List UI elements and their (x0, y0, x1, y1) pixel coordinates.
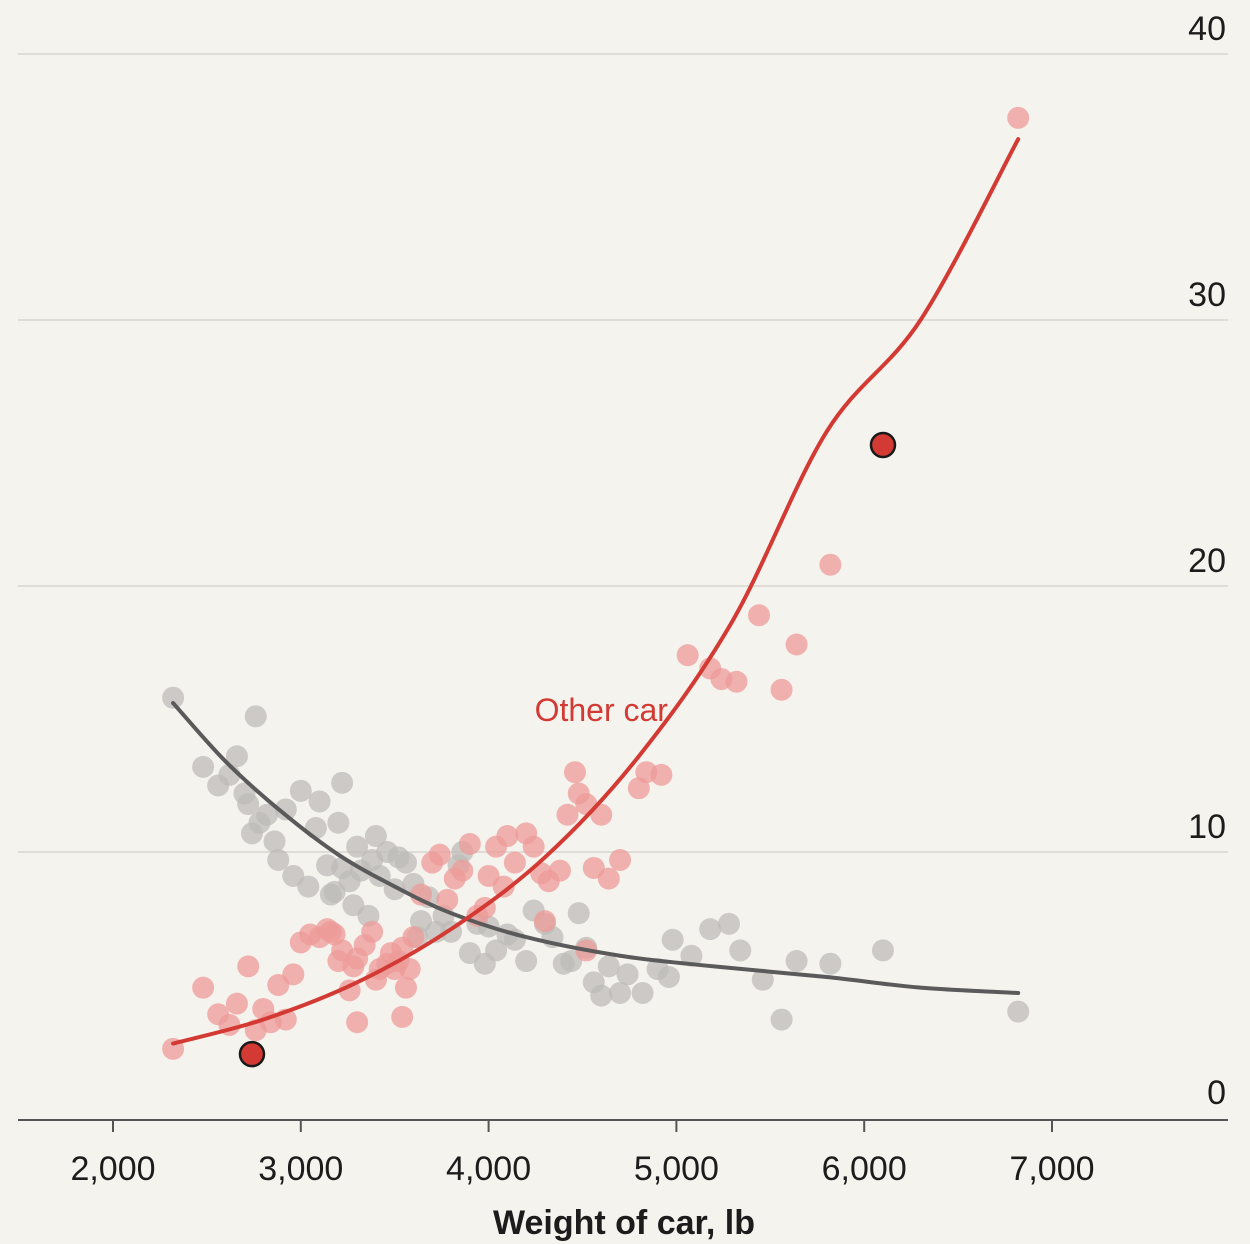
grey-series-point (631, 981, 654, 1004)
grey-series-point (1007, 1000, 1030, 1023)
other-car-point (785, 633, 808, 656)
other-car-point (533, 910, 556, 933)
grey-series-point (255, 803, 278, 826)
grey-series-point (485, 939, 508, 962)
other-car-point (676, 644, 699, 667)
other-car-point (458, 833, 481, 856)
other-car-point (548, 859, 571, 882)
grey-series-point (819, 952, 842, 975)
grey-series-point (319, 883, 342, 906)
grey-series-point (699, 918, 722, 941)
other-car-point (1007, 106, 1030, 129)
grey-series-point (729, 939, 752, 962)
other-car-point (282, 963, 305, 986)
other-car-point (323, 923, 346, 946)
other-car-point (597, 867, 620, 890)
x-tick-label: 2,000 (70, 1150, 155, 1188)
x-tick-label: 7,000 (1009, 1150, 1094, 1188)
other-car-point (361, 920, 384, 943)
grey-series-point (751, 968, 774, 991)
series-label-other-car: Other car (535, 692, 669, 728)
other-car-point (451, 859, 474, 882)
other-car-point (398, 958, 421, 981)
other-car-point (725, 670, 748, 693)
grey-series-point (515, 950, 538, 973)
other-car-point (436, 888, 459, 911)
other-car-point (556, 803, 579, 826)
grey-series-point (304, 817, 327, 840)
x-axis-label: Weight of car, lb (493, 1204, 755, 1242)
other-car-point (770, 678, 793, 701)
grey-series-point (597, 955, 620, 978)
grey-series-point (871, 939, 894, 962)
grey-series-point (162, 686, 185, 709)
highlighted-points (238, 431, 897, 1068)
trend-curves (171, 137, 1021, 1046)
grey-series-point (267, 848, 290, 871)
grey-series-point (346, 835, 369, 858)
other-car-point (391, 1005, 414, 1028)
other-car-point (748, 604, 771, 627)
other-car-point (346, 1011, 369, 1034)
grey-series-point (590, 984, 613, 1007)
grey-series-point (237, 793, 260, 816)
grey-series-point (289, 779, 312, 802)
x-tick-label: 3,000 (258, 1150, 343, 1188)
x-tick-label: 6,000 (822, 1150, 907, 1188)
grey-series-point (680, 944, 703, 967)
grey-series-point (327, 811, 350, 834)
other-car-point (563, 761, 586, 784)
grey-series-point (225, 745, 248, 768)
other-car-point (402, 926, 425, 949)
grey-series-point (616, 963, 639, 986)
grey-series-point (567, 902, 590, 925)
y-tick-label: 40 (1188, 10, 1226, 48)
grey-series-point (274, 798, 297, 821)
other-car-trend-line (171, 137, 1021, 1046)
y-tick-label: 30 (1188, 276, 1226, 314)
scatter-points (162, 106, 1030, 1060)
grey-series-trend-line (171, 701, 1021, 995)
other-car-point (192, 976, 215, 999)
highlighted-point (238, 1040, 266, 1068)
grey-series-point (331, 771, 354, 794)
other-car-point (428, 843, 451, 866)
series-labels: Other car (535, 692, 669, 728)
grey-series-point (361, 848, 384, 871)
y-tick-label: 0 (1207, 1074, 1226, 1112)
y-tick-labels: 0 10 20 30 40 (1188, 10, 1226, 1112)
x-axis: 2,000 3,000 4,000 5,000 6,000 7,000 (18, 1119, 1228, 1188)
other-car-point (650, 763, 673, 786)
grey-series-point (785, 950, 808, 973)
grey-series-point (770, 1008, 793, 1031)
grey-series-point (661, 928, 684, 951)
other-car-point (409, 883, 432, 906)
other-car-point (492, 875, 515, 898)
grey-series-point (192, 755, 215, 778)
grey-series-point (263, 830, 286, 853)
other-car-point (819, 553, 842, 576)
other-car-point (503, 851, 526, 874)
highlighted-point (869, 431, 897, 459)
grey-series-point (297, 875, 320, 898)
y-tick-label: 20 (1188, 542, 1226, 580)
grey-series-point (717, 912, 740, 935)
grey-series-point (364, 825, 387, 848)
grey-series-point (308, 790, 331, 813)
grey-series-point (244, 705, 267, 728)
other-car-point (225, 992, 248, 1015)
other-car-point (609, 848, 632, 871)
other-car-point (522, 835, 545, 858)
other-car-point (237, 955, 260, 978)
other-car-point (394, 976, 417, 999)
x-tick-label: 4,000 (446, 1150, 531, 1188)
grey-series-point (657, 966, 680, 989)
grey-series-point (394, 851, 417, 874)
x-tick-label: 5,000 (634, 1150, 719, 1188)
other-car-point (496, 825, 519, 848)
grey-series-point (609, 981, 632, 1004)
y-tick-label: 10 (1188, 808, 1226, 846)
